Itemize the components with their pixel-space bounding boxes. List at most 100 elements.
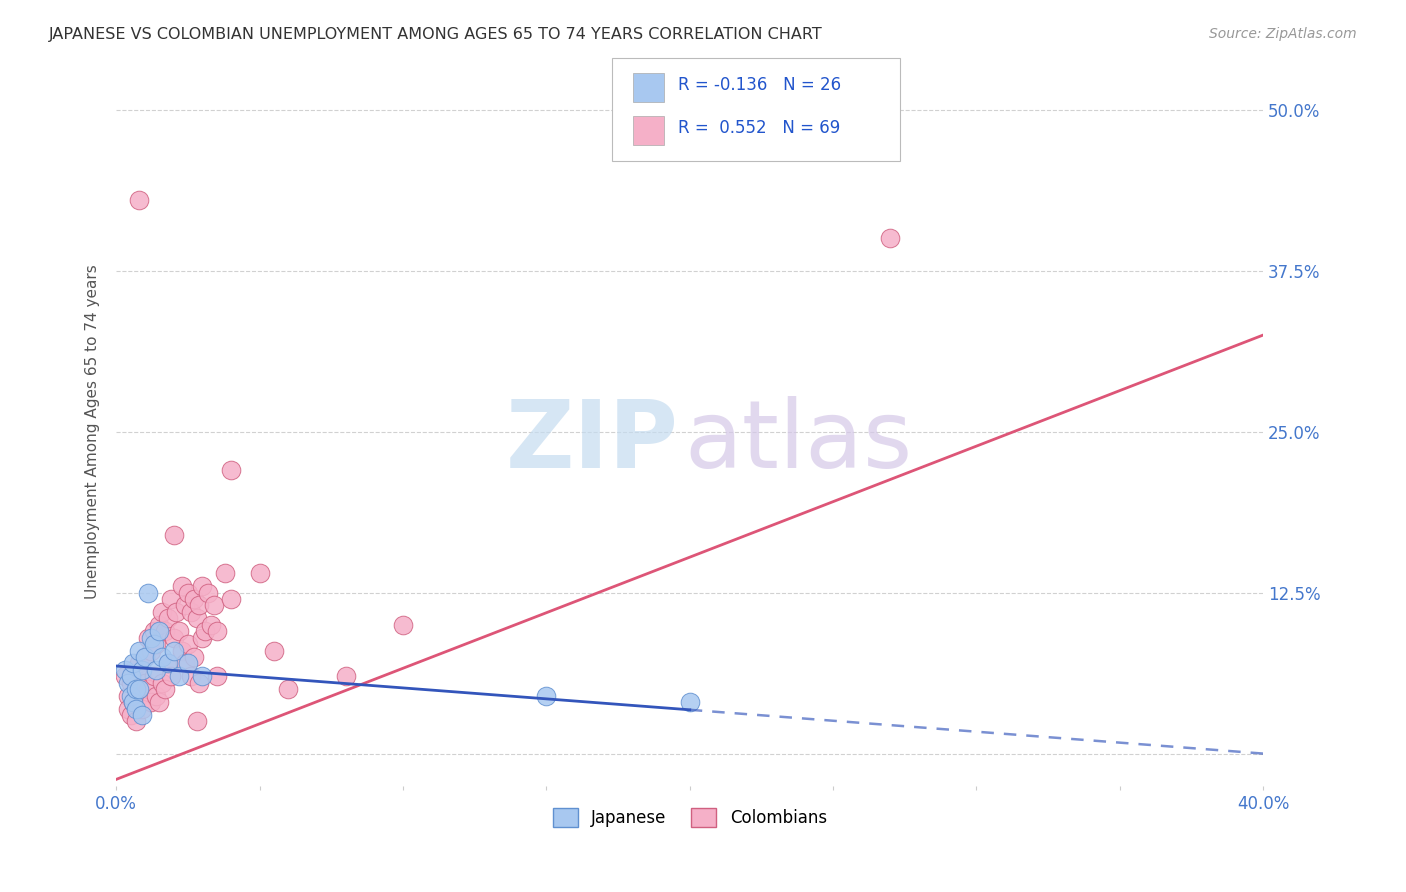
Point bbox=[128, 689, 150, 703]
Point bbox=[194, 624, 217, 639]
Point bbox=[191, 631, 214, 645]
Point bbox=[131, 708, 153, 723]
Point bbox=[186, 714, 208, 729]
Point bbox=[169, 624, 191, 639]
Point bbox=[139, 643, 162, 657]
Point bbox=[122, 657, 145, 671]
Point bbox=[191, 579, 214, 593]
Point bbox=[145, 689, 167, 703]
Point bbox=[142, 624, 165, 639]
Point bbox=[180, 605, 202, 619]
Point bbox=[177, 585, 200, 599]
Text: R =  0.552   N = 69: R = 0.552 N = 69 bbox=[678, 119, 839, 136]
Point bbox=[125, 682, 148, 697]
Point bbox=[114, 663, 136, 677]
Point bbox=[679, 695, 702, 709]
Point bbox=[536, 689, 558, 703]
Point bbox=[134, 650, 156, 665]
Point bbox=[162, 643, 184, 657]
Point bbox=[156, 657, 179, 671]
Point bbox=[205, 624, 228, 639]
Text: Source: ZipAtlas.com: Source: ZipAtlas.com bbox=[1209, 27, 1357, 41]
Point bbox=[148, 617, 170, 632]
Point bbox=[117, 689, 139, 703]
Point bbox=[142, 669, 165, 683]
Point bbox=[131, 663, 153, 677]
Text: ZIP: ZIP bbox=[506, 396, 679, 488]
Point bbox=[128, 643, 150, 657]
Point bbox=[159, 592, 181, 607]
Point bbox=[131, 669, 153, 683]
Point bbox=[122, 663, 145, 677]
Text: JAPANESE VS COLOMBIAN UNEMPLOYMENT AMONG AGES 65 TO 74 YEARS CORRELATION CHART: JAPANESE VS COLOMBIAN UNEMPLOYMENT AMONG… bbox=[49, 27, 823, 42]
Point bbox=[249, 566, 271, 581]
Point bbox=[150, 675, 173, 690]
Point bbox=[186, 611, 208, 625]
Point bbox=[172, 643, 194, 657]
Point bbox=[148, 624, 170, 639]
Point bbox=[153, 624, 176, 639]
Point bbox=[128, 193, 150, 207]
Point bbox=[117, 675, 139, 690]
Point bbox=[150, 605, 173, 619]
Point bbox=[166, 605, 188, 619]
Point bbox=[174, 657, 197, 671]
Point bbox=[136, 585, 159, 599]
Point bbox=[197, 585, 219, 599]
Point bbox=[125, 675, 148, 690]
Point bbox=[136, 682, 159, 697]
Point bbox=[156, 657, 179, 671]
Point bbox=[148, 695, 170, 709]
Point bbox=[156, 611, 179, 625]
Point bbox=[120, 689, 142, 703]
Point bbox=[188, 675, 211, 690]
Point bbox=[205, 669, 228, 683]
Point bbox=[120, 708, 142, 723]
Point bbox=[134, 650, 156, 665]
Point bbox=[142, 637, 165, 651]
Point bbox=[153, 682, 176, 697]
Point bbox=[139, 695, 162, 709]
Point bbox=[162, 527, 184, 541]
Point bbox=[122, 695, 145, 709]
Point bbox=[177, 637, 200, 651]
Point bbox=[136, 631, 159, 645]
Point bbox=[114, 669, 136, 683]
Text: atlas: atlas bbox=[685, 396, 912, 488]
Text: R = -0.136   N = 26: R = -0.136 N = 26 bbox=[678, 76, 841, 94]
Point bbox=[335, 669, 357, 683]
Point bbox=[263, 643, 285, 657]
Point bbox=[180, 669, 202, 683]
Legend: Japanese, Colombians: Japanese, Colombians bbox=[546, 802, 834, 834]
Point bbox=[277, 682, 299, 697]
Point bbox=[879, 231, 901, 245]
Point bbox=[214, 566, 236, 581]
Point bbox=[134, 675, 156, 690]
Y-axis label: Unemployment Among Ages 65 to 74 years: Unemployment Among Ages 65 to 74 years bbox=[86, 264, 100, 599]
Point bbox=[174, 599, 197, 613]
Point bbox=[128, 682, 150, 697]
Point bbox=[128, 657, 150, 671]
Point bbox=[219, 592, 242, 607]
Point bbox=[177, 657, 200, 671]
Point bbox=[117, 701, 139, 715]
Point bbox=[172, 579, 194, 593]
Point bbox=[131, 701, 153, 715]
Point bbox=[169, 669, 191, 683]
Point bbox=[200, 617, 222, 632]
Point bbox=[162, 631, 184, 645]
Point bbox=[191, 669, 214, 683]
Point bbox=[145, 663, 167, 677]
Point bbox=[183, 650, 205, 665]
Point bbox=[159, 669, 181, 683]
Point bbox=[188, 599, 211, 613]
Point bbox=[145, 637, 167, 651]
Point bbox=[120, 675, 142, 690]
Point bbox=[122, 695, 145, 709]
Point bbox=[120, 669, 142, 683]
Point bbox=[150, 650, 173, 665]
Point bbox=[219, 463, 242, 477]
Point bbox=[392, 617, 415, 632]
Point bbox=[202, 599, 225, 613]
Point bbox=[125, 701, 148, 715]
